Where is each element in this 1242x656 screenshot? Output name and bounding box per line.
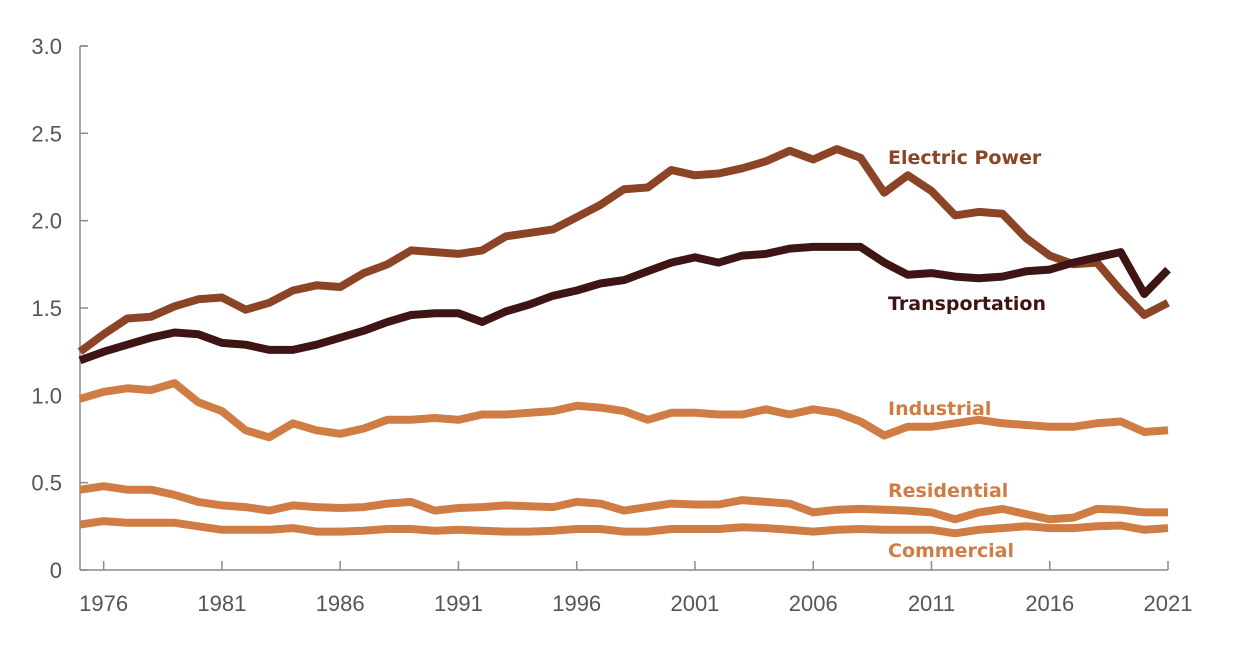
series-lines (77, 145, 1171, 538)
series-label-electric-power: Electric Power (888, 147, 1042, 169)
x-tick-label: 2021 (1144, 591, 1193, 616)
y-tick-label: 1.5 (31, 296, 62, 321)
series-label-commercial: Commercial (888, 540, 1014, 562)
y-tick-label: 1.0 (31, 383, 62, 408)
y-tick-label: 2.0 (31, 209, 62, 234)
x-tick-label: 1986 (316, 591, 365, 616)
series-labels: Electric Power Transportation Industrial Re… (888, 147, 1046, 562)
x-tick-label: 2011 (908, 591, 955, 616)
series-line-industrial (78, 379, 1169, 442)
y-tick-label: 0.5 (31, 471, 62, 496)
series-label-residential: Residential (888, 480, 1008, 502)
x-tick-label: 1991 (434, 591, 483, 616)
series-line-commercial (79, 517, 1169, 538)
x-ticks: 1976 1981 1986 1991 1996 2001 2006 2011 2016 2021 (79, 45, 1193, 616)
x-tick-label: 2001 (670, 591, 719, 616)
y-tick-label: 3.0 (31, 34, 62, 59)
series-line-residential (79, 482, 1168, 524)
x-tick-label: 1996 (552, 591, 601, 616)
series-label-transportation: Transportation (888, 293, 1046, 315)
series-line-transportation (78, 242, 1171, 365)
series-line-electric-power (77, 145, 1170, 355)
x-tick-label: 1981 (197, 591, 246, 616)
y-tick-label: 2.5 (31, 121, 62, 146)
series-label-industrial: Industrial (888, 398, 991, 420)
x-tick-label: 2016 (1025, 591, 1074, 616)
y-tick-label: 0 (50, 558, 62, 583)
y-ticks: 0 0.5 1.0 1.5 2.0 2.5 3.0 (31, 34, 88, 583)
x-tick-label: 1976 (79, 591, 128, 616)
x-tick-label: 2006 (789, 591, 838, 616)
